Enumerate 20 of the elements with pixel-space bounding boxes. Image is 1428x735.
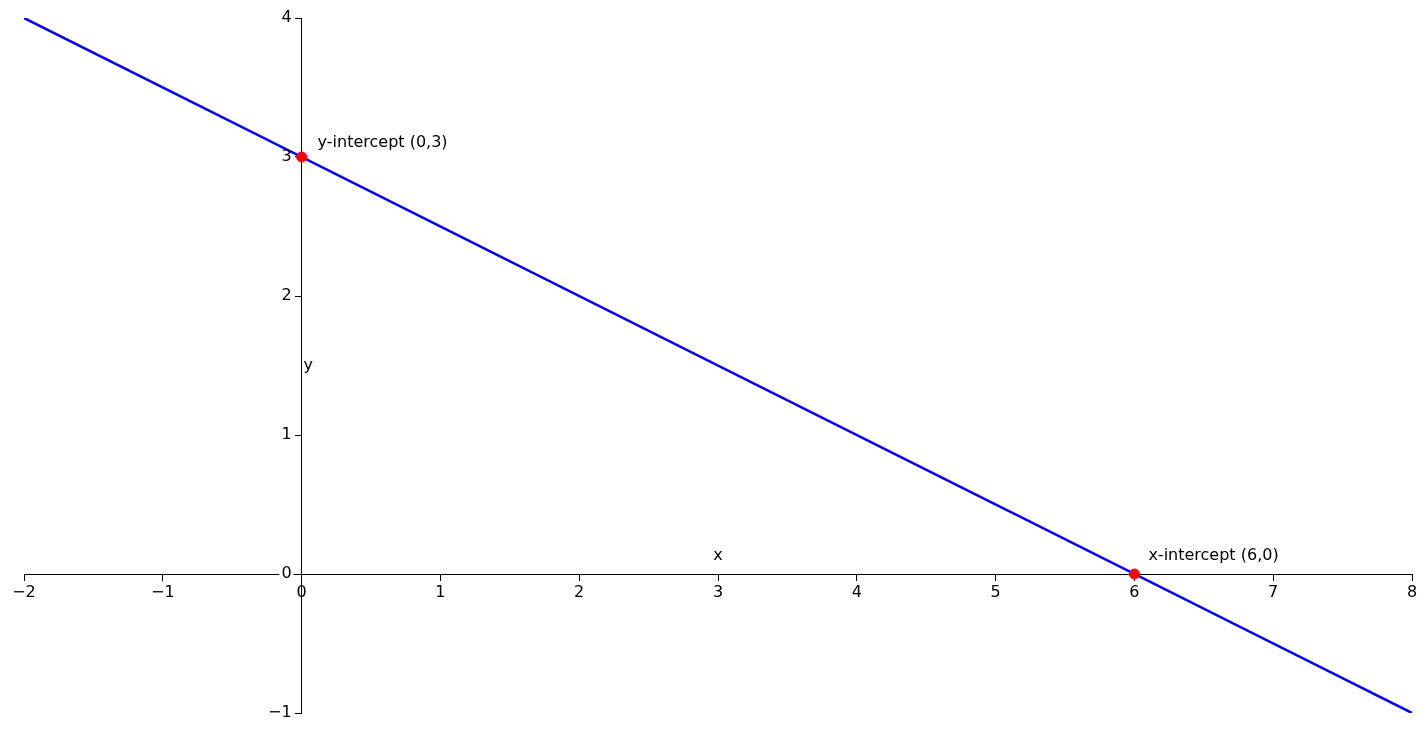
x-tick-label: 3 [712,581,724,601]
x-tick-label: −1 [151,581,175,601]
x-tick-label: 8 [1406,581,1418,601]
x-tick-label: 6 [1129,581,1140,601]
x-tick-label: −2 [12,581,36,601]
y-axis-title: y [303,354,314,374]
y-tick-label: 0 [281,563,292,583]
x-tick-label: 7 [1268,581,1279,601]
y-tick-label: −1 [268,702,292,722]
x-tick-label: 2 [574,581,585,601]
x-axis-title: x [713,545,723,565]
y-tick-label: 3 [281,146,292,166]
y-tick-label: 2 [281,285,292,305]
y-tick-label: 4 [281,7,292,27]
x-tick-label: 5 [990,581,1001,601]
x-tick-label: 1 [435,581,446,601]
y-tick-label: 1 [281,424,292,444]
x-tick-label: 4 [851,581,862,601]
annotation: y-intercept (0,3) [317,132,448,152]
annotation: x-intercept (6,0) [1148,545,1279,565]
